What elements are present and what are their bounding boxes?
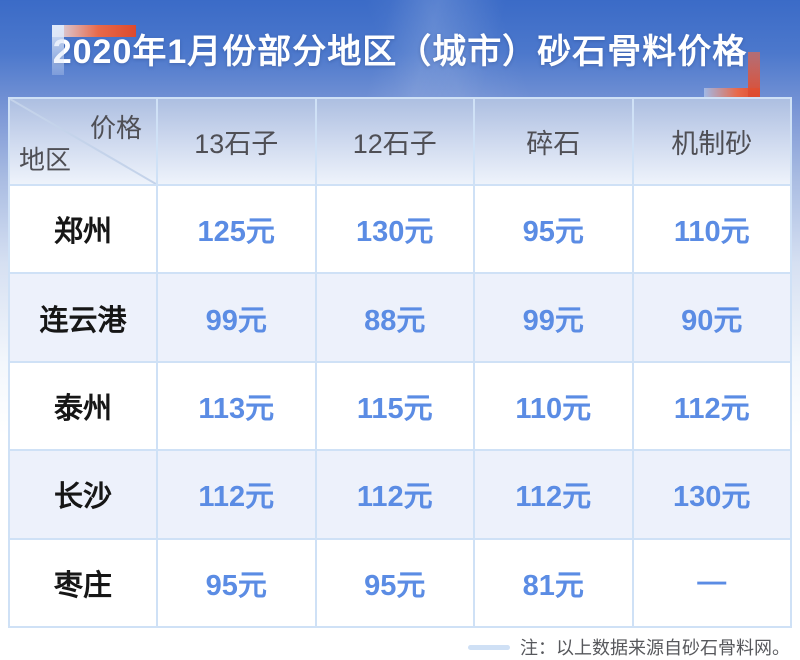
page-title: 2020年1月份部分地区（城市）砂石骨料价格: [52, 33, 748, 71]
price-cell: 130元: [316, 186, 473, 273]
title-bracket-bottom-right-icon: [748, 52, 760, 100]
corner-label-price: 价格: [89, 113, 142, 143]
price-cell: 81元: [475, 539, 632, 626]
price-cell: 125元: [158, 186, 315, 273]
price-cell: 90元: [633, 274, 790, 361]
city-cell: 长沙: [10, 451, 156, 538]
title-bracket-top-left-icon: [52, 25, 64, 75]
price-cell: 115元: [316, 362, 473, 450]
city-cell: 泰州: [10, 362, 156, 450]
price-cell: 112元: [316, 451, 473, 538]
column-header: 碎石: [475, 99, 632, 184]
price-cell: 88元: [316, 274, 473, 361]
diagonal-divider: [10, 99, 156, 184]
title-banner: 2020年1月份部分地区（城市）砂石骨料价格: [0, 0, 800, 100]
price-cell: 95元: [316, 539, 473, 626]
price-cell: 110元: [633, 186, 790, 273]
column-header: 13石子: [158, 99, 315, 184]
city-cell: 郑州: [10, 186, 156, 273]
corner-header-cell: 价格 地区: [10, 99, 156, 184]
column-header: 12石子: [316, 99, 473, 184]
price-cell: 95元: [475, 186, 632, 273]
price-cell: 112元: [633, 362, 790, 450]
price-cell: 113元: [158, 362, 315, 450]
price-cell: 99元: [475, 274, 632, 361]
price-cell: 99元: [158, 274, 315, 361]
city-cell: 枣庄: [10, 539, 156, 626]
note-dash-icon: [468, 644, 510, 650]
price-cell: 112元: [475, 451, 632, 538]
price-cell: 95元: [158, 539, 315, 626]
footer: 注：以上数据来源自砂石骨料网。: [468, 634, 790, 660]
price-cell: —: [633, 539, 790, 626]
price-cell: 110元: [475, 362, 632, 450]
corner-label-region: 地区: [19, 145, 72, 175]
price-table: 价格 地区 13石子 12石子 碎石 机制砂 郑州 125元 130元 95元 …: [8, 97, 792, 628]
column-header: 机制砂: [633, 99, 790, 184]
price-cell: 130元: [633, 451, 790, 538]
source-note: 注：以上数据来源自砂石骨料网。: [520, 638, 790, 658]
title-bracket-top-left-icon: [52, 25, 136, 37]
price-cell: 112元: [158, 451, 315, 538]
city-cell: 连云港: [10, 274, 156, 361]
